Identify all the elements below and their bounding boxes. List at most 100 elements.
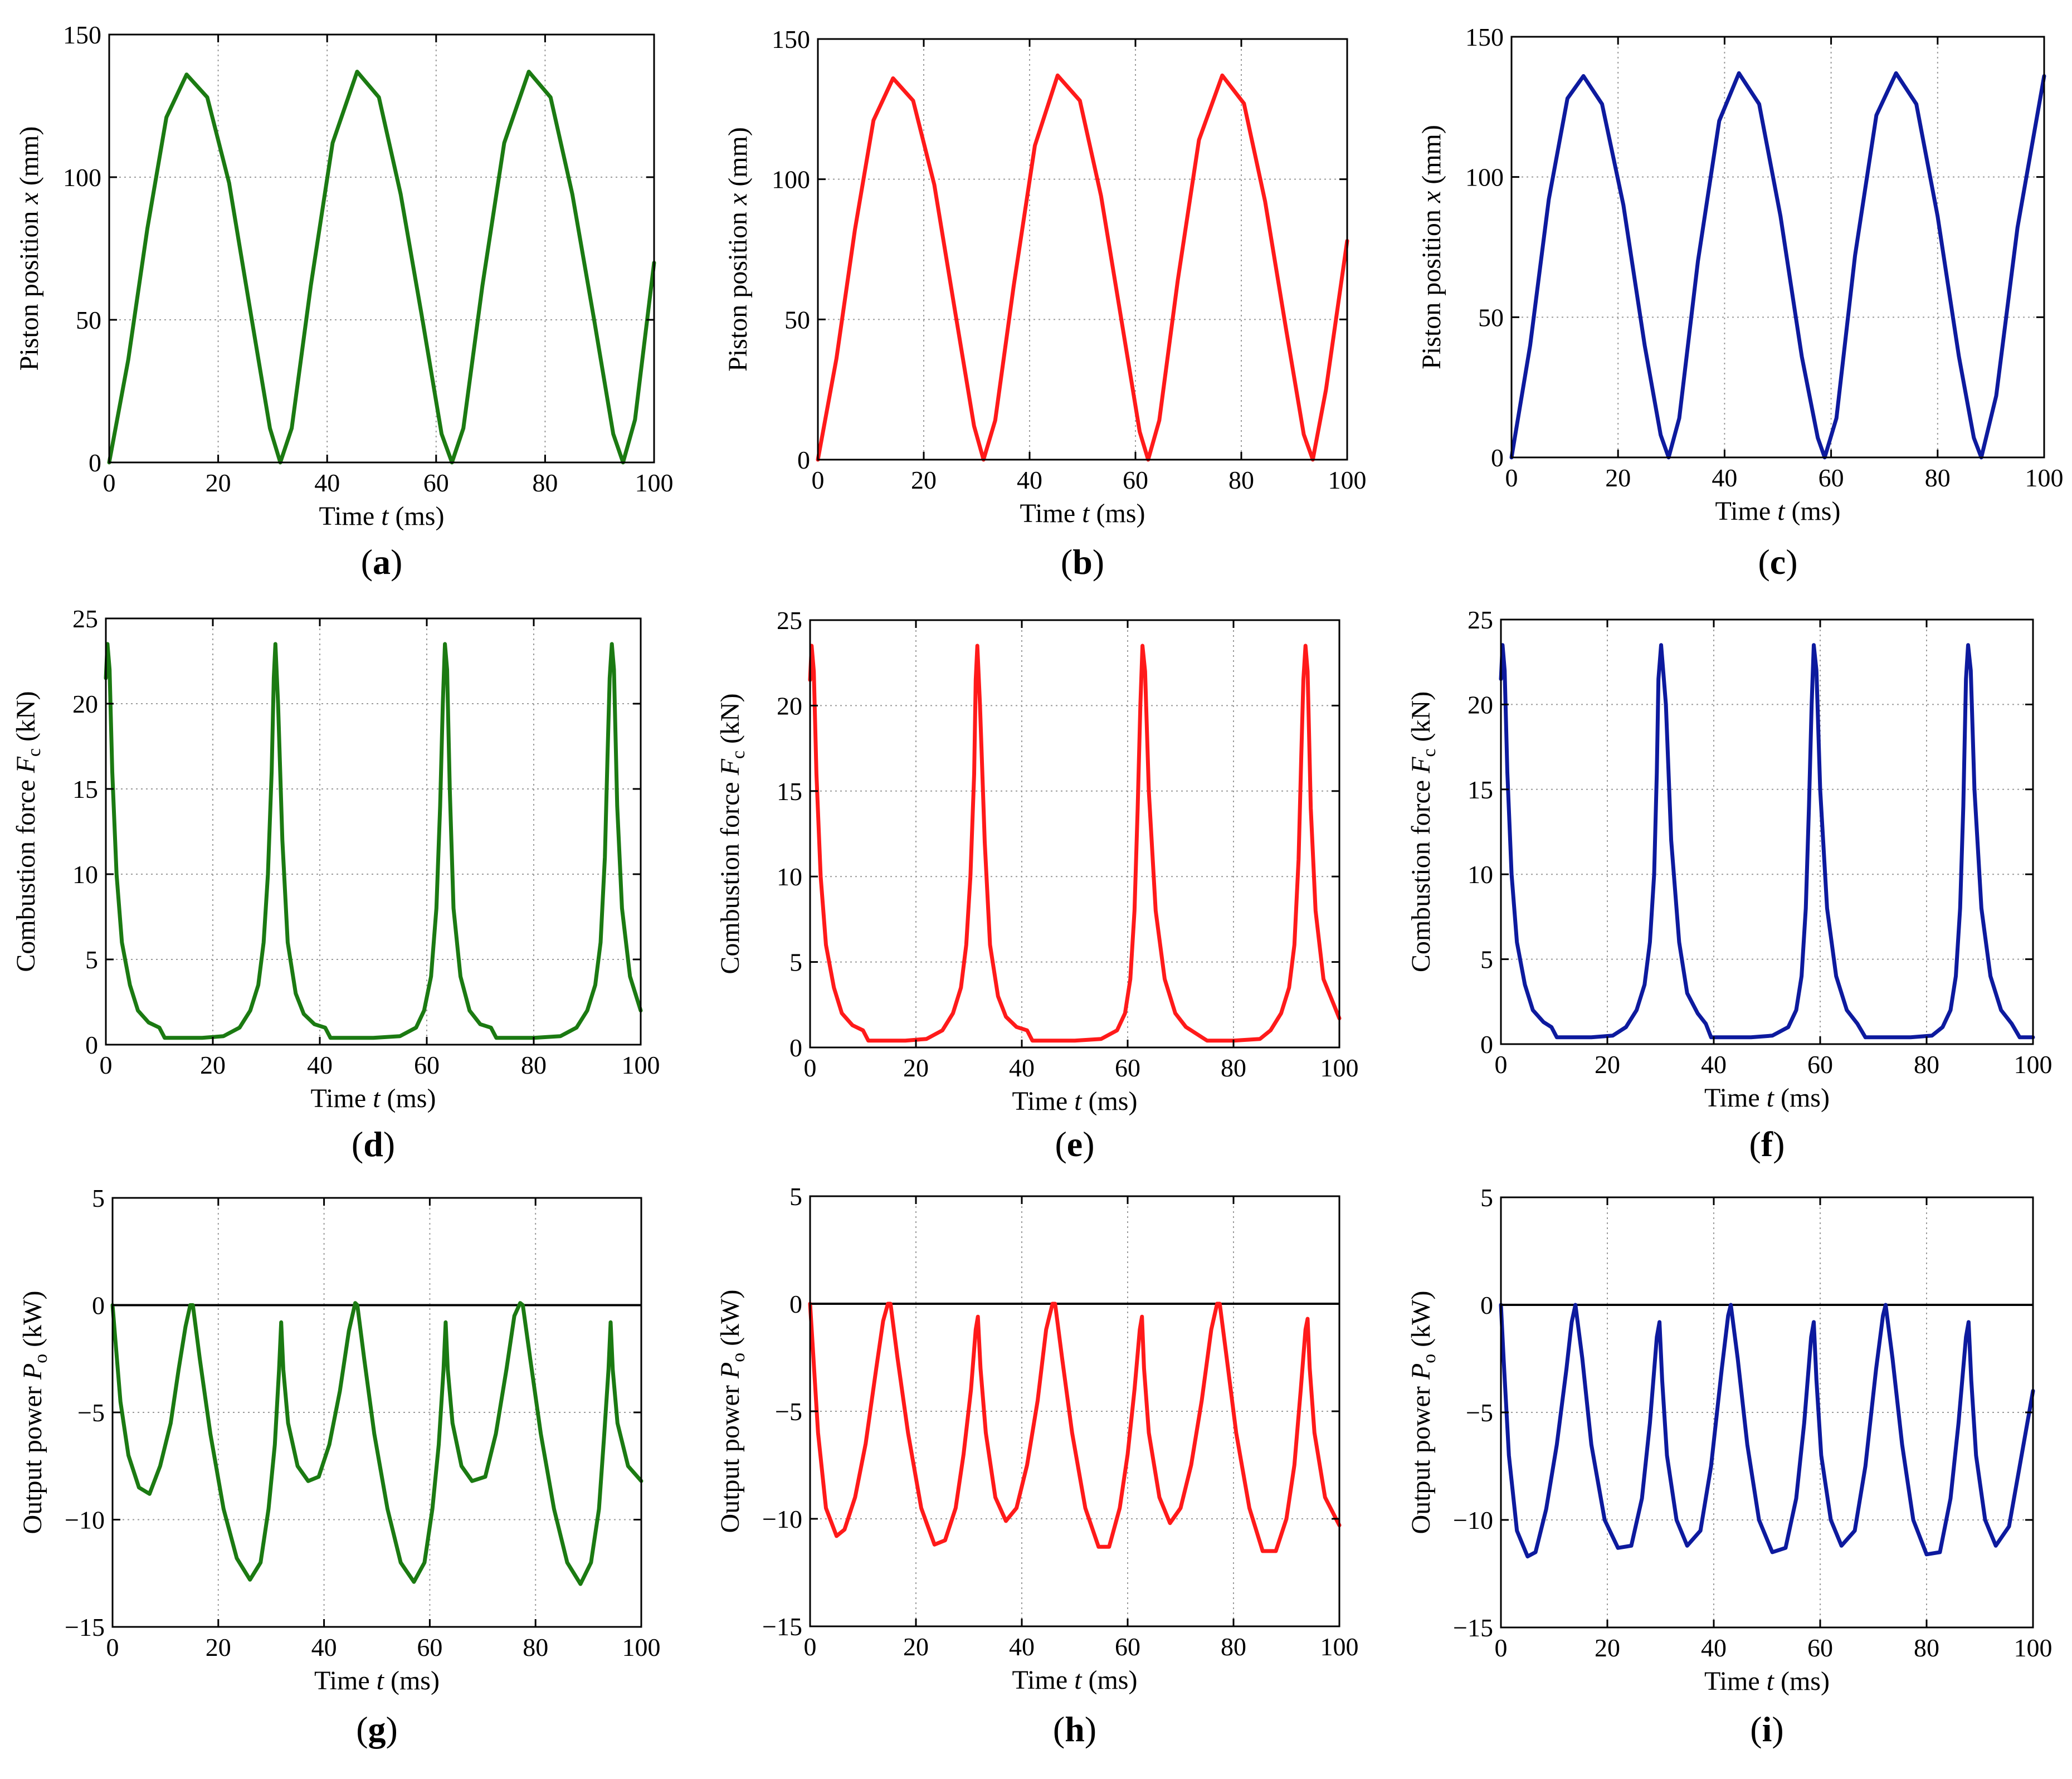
x-tick-label: 20 <box>903 1054 929 1082</box>
y-tick-label: 150 <box>772 25 810 53</box>
chart-panel-g: 0 20 40 60 80 100 −15 −10 −5 0 5 Time t (ms) Output … <box>18 1184 661 1749</box>
x-tick-label: 0 <box>1495 1050 1508 1079</box>
panel-label: (f) <box>1749 1124 1785 1164</box>
x-axis-label: Time t (ms) <box>319 501 445 531</box>
y-tick-label: 150 <box>63 21 101 49</box>
panel-label: (i) <box>1750 1709 1783 1749</box>
plot-frame <box>108 33 655 464</box>
y-tick-label: 100 <box>1465 163 1504 192</box>
x-tick-label: 60 <box>1807 1050 1833 1079</box>
y-tick-label: 5 <box>1480 1183 1493 1212</box>
x-tick-label: 100 <box>622 1051 660 1079</box>
x-tick-label: 20 <box>1595 1050 1620 1079</box>
x-tick-label: 100 <box>1320 1632 1359 1661</box>
y-tick-label: 0 <box>789 1290 802 1318</box>
x-tick-label: 80 <box>1914 1634 1939 1662</box>
x-tick-label: 40 <box>1017 466 1042 494</box>
plot-frame <box>817 38 1348 461</box>
y-tick-label: 100 <box>63 163 101 192</box>
x-tick-label: 100 <box>1320 1054 1359 1082</box>
y-tick-label: −10 <box>65 1506 105 1534</box>
x-tick-label: 100 <box>635 469 674 497</box>
plot-frame <box>1500 618 2034 1045</box>
series-line <box>1499 643 2035 1040</box>
chart-panel-a: 0 20 40 60 80 100 0 50 100 150 Time t (ms) Piston p… <box>14 21 674 582</box>
panel-label: (h) <box>1053 1709 1096 1749</box>
y-axis-label: Output power Po (kW) <box>1406 1291 1440 1534</box>
x-tick-label: 40 <box>314 469 340 497</box>
plot-frame <box>809 1195 1340 1627</box>
x-tick-label: 20 <box>206 469 231 497</box>
y-tick-label: 0 <box>89 449 101 477</box>
y-tick-label: 15 <box>777 777 802 806</box>
y-axis-label: Combustion force Fc (kN) <box>11 691 45 972</box>
panel-label: (c) <box>1758 542 1797 582</box>
x-tick-label: 100 <box>2025 464 2064 492</box>
x-tick-label: 40 <box>311 1633 337 1661</box>
x-axis-label: Time t (ms) <box>1012 1665 1138 1695</box>
y-axis-label: Output power Po (kW) <box>715 1290 749 1533</box>
x-tick-label: 80 <box>1925 464 1951 492</box>
x-tick-label: 80 <box>521 1051 547 1079</box>
x-tick-label: 80 <box>1228 466 1254 494</box>
plot-frame <box>105 617 642 1046</box>
chart-panel-d: 0 20 40 60 80 100 0 5 10 15 20 25 Time t (ms) Combust… <box>11 605 660 1164</box>
y-axis-label: Output power Po (kW) <box>18 1291 51 1534</box>
y-tick-label: 15 <box>1468 776 1493 804</box>
y-axis-label: Piston position x (mm) <box>723 127 753 372</box>
y-tick-label: −5 <box>77 1398 105 1427</box>
plot-frame <box>1510 36 2045 459</box>
chart-panel-h: 0 20 40 60 80 100 −15 −10 −5 0 5 Time t (ms) Output … <box>715 1182 1359 1749</box>
x-tick-label: 0 <box>1505 464 1518 492</box>
y-tick-label: 10 <box>72 860 98 889</box>
y-tick-label: 50 <box>784 305 810 334</box>
x-axis-label: Time t (ms) <box>1020 499 1145 528</box>
x-tick-label: 0 <box>804 1632 817 1661</box>
x-axis-label: Time t (ms) <box>1704 1666 1830 1696</box>
y-tick-label: 20 <box>1468 690 1493 719</box>
series-line <box>107 70 656 465</box>
y-tick-label: 25 <box>72 605 98 633</box>
x-axis-label: Time t (ms) <box>1715 496 1841 526</box>
x-axis-label: Time t (ms) <box>311 1084 436 1113</box>
x-tick-label: 80 <box>532 469 558 497</box>
panel-label: (b) <box>1061 542 1104 582</box>
y-tick-label: 0 <box>1480 1291 1493 1319</box>
y-tick-label: 0 <box>1491 443 1504 472</box>
x-tick-label: 0 <box>804 1054 817 1082</box>
x-tick-label: 100 <box>2014 1634 2053 1662</box>
panel-label: (e) <box>1055 1124 1094 1164</box>
series-line <box>110 1301 643 1586</box>
y-tick-label: 5 <box>789 1182 802 1211</box>
plot-frame <box>111 1197 642 1628</box>
series-line <box>104 642 643 1040</box>
chart-panel-f: 0 20 40 60 80 100 0 5 10 15 20 25 Time t (ms) Combust… <box>1406 606 2053 1164</box>
x-tick-label: 0 <box>106 1633 119 1661</box>
x-tick-label: 40 <box>1701 1050 1727 1079</box>
series-line <box>808 1302 1342 1553</box>
y-tick-label: 50 <box>1478 303 1504 332</box>
y-tick-label: 150 <box>1465 23 1504 51</box>
x-tick-label: 80 <box>523 1633 548 1661</box>
x-tick-label: 20 <box>903 1632 929 1661</box>
y-tick-label: 5 <box>1480 945 1493 974</box>
x-tick-label: 0 <box>812 466 825 494</box>
x-tick-label: 20 <box>206 1633 231 1661</box>
x-tick-label: 60 <box>417 1633 442 1661</box>
y-tick-label: 50 <box>76 306 101 334</box>
plot-frame <box>809 619 1340 1049</box>
x-tick-label: 80 <box>1914 1050 1939 1079</box>
chart-panel-c: 0 20 40 60 80 100 0 50 100 150 Time t (ms) Piston p… <box>1417 23 2064 582</box>
x-tick-label: 0 <box>103 469 116 497</box>
y-tick-label: −15 <box>65 1613 105 1641</box>
y-tick-label: 25 <box>777 606 802 635</box>
x-tick-label: 60 <box>1115 1054 1140 1082</box>
y-tick-label: 0 <box>789 1034 802 1062</box>
x-tick-label: 0 <box>100 1051 113 1079</box>
y-tick-label: −10 <box>762 1505 802 1533</box>
series-line <box>1509 71 2046 460</box>
y-tick-label: −5 <box>1466 1398 1493 1427</box>
x-tick-label: 40 <box>1009 1054 1035 1082</box>
x-tick-label: 100 <box>2014 1050 2053 1079</box>
y-tick-label: −15 <box>762 1612 802 1641</box>
